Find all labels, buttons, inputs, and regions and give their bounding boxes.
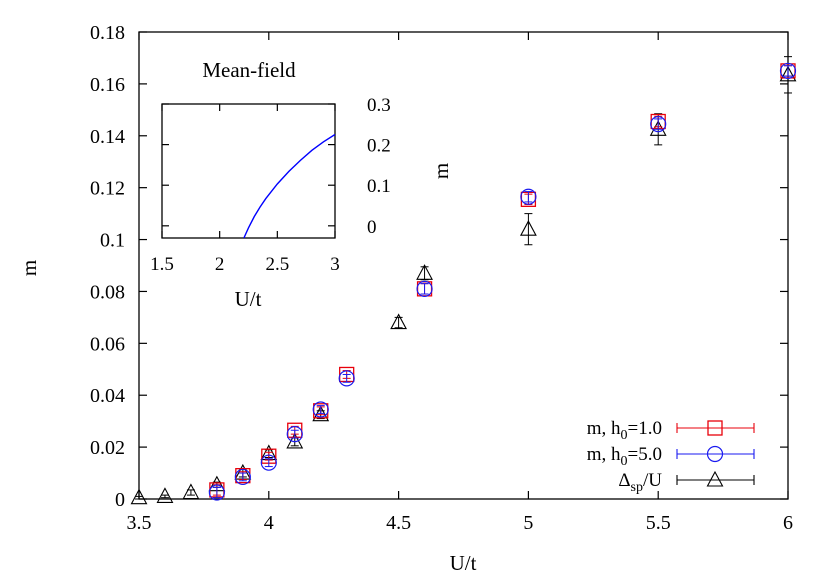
data-point-triangle: [416, 264, 433, 280]
inset-x-tick-label: 1.5: [150, 254, 174, 275]
inset-x-tick-label: 2: [215, 254, 225, 275]
inset-x-tick-label: 2.5: [265, 254, 289, 275]
error-bar: [290, 429, 299, 439]
x-tick-label: 3.5: [127, 512, 152, 534]
inset-x-axis-label: U/t: [235, 287, 262, 311]
error-bar: [394, 316, 403, 329]
error-bar: [342, 373, 351, 383]
main-plot: 3.5 4 4.5 5 5.5 6 00.020.040.060.080.10.120.1…: [17, 22, 797, 575]
main-y-axis-label: m: [17, 260, 41, 276]
x-tick-label: 5: [523, 512, 533, 534]
inset-curve: [243, 133, 336, 239]
data-point-circle: [416, 280, 433, 297]
error-bar: [264, 458, 273, 468]
x-tick-label: 4.5: [386, 512, 411, 534]
error-bar: [524, 213, 533, 246]
data-point-circle: [650, 116, 667, 133]
error-bar: [238, 472, 247, 482]
y-tick-label: 0.04: [90, 385, 125, 407]
data-point-triangle: [519, 220, 537, 236]
y-tick-label: 0.08: [90, 281, 125, 303]
x-tick-label: 5.5: [646, 512, 671, 534]
y-tick-label: 0.12: [90, 178, 125, 200]
error-bar: [524, 191, 533, 203]
x-tick-label: 4: [264, 512, 274, 534]
error-bar: [784, 65, 792, 77]
error-bar: [654, 118, 663, 130]
data-point-circle: [338, 370, 355, 387]
data-point-triangle: [156, 487, 174, 503]
y-tick-label: 0.18: [90, 22, 125, 44]
data-point-triangle: [390, 313, 408, 330]
inset-plot-frame: [161, 103, 336, 239]
data-point-circle: [208, 484, 225, 501]
legend-marker-circle: [706, 445, 724, 463]
data-point-triangle: [779, 65, 797, 82]
legend-item: m, h0=5.0: [587, 444, 755, 469]
data-point-triangle: [182, 483, 200, 500]
y-tick-label: 0: [115, 489, 125, 511]
legend-label: m, h0=1.0: [587, 418, 662, 443]
inset-y-tick-label: 0.1: [367, 176, 391, 197]
y-tick-label: 0.16: [90, 74, 125, 96]
y-tick-label: 0.1: [100, 230, 125, 252]
error-bar: [160, 494, 169, 499]
main-plot-frame: [138, 31, 789, 500]
error-bar: [212, 486, 221, 499]
error-bar: [420, 283, 429, 295]
inset-plot: 1.5 2 2.5 3 0 0.1 0.2 0.3 Mean-field U/t m: [150, 58, 453, 311]
inset-title: Mean-field: [202, 58, 296, 82]
inset-x-tick-label: 3: [330, 254, 340, 275]
legend-label: m, h0=5.0: [587, 444, 662, 469]
data-point-triangle: [130, 488, 148, 505]
inset-y-tick-label: 0.3: [367, 95, 391, 116]
inset-y-tick-label: 0: [367, 217, 377, 238]
series-circle: [208, 62, 797, 501]
legend-marker-square: [707, 420, 723, 436]
data-point-circle: [520, 188, 537, 205]
main-x-axis-label: U/t: [450, 551, 477, 575]
data-point-circle: [234, 468, 251, 486]
inset-y-tick-label: 0.2: [367, 136, 391, 157]
data-point-circle: [286, 426, 303, 443]
legend-item: Δsp/U: [618, 470, 755, 495]
x-tick-label: 6: [783, 512, 793, 534]
legend-marker-triangle: [706, 470, 724, 487]
y-tick-label: 0.14: [90, 126, 125, 148]
inset-y-axis-label: m: [429, 163, 453, 179]
error-bar: [316, 405, 325, 414]
data-point-circle: [779, 62, 797, 80]
y-tick-label: 0.02: [90, 437, 125, 459]
y-tick-label: 0.06: [90, 333, 125, 355]
data-point-circle: [312, 401, 329, 418]
legend-item: m, h0=1.0: [587, 418, 755, 443]
data-point-circle: [260, 454, 277, 471]
legend-label: Δsp/U: [618, 470, 662, 495]
error-bar: [135, 495, 143, 500]
